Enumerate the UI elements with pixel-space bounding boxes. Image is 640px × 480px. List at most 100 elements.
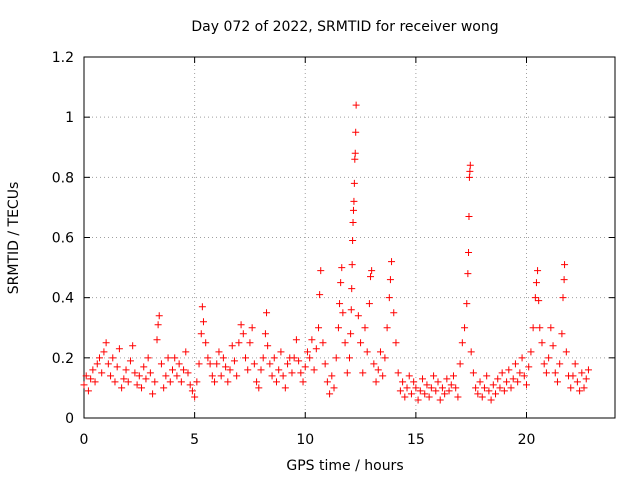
- data-point: [255, 384, 263, 392]
- data-point: [330, 384, 338, 392]
- data-point: [496, 384, 504, 392]
- data-point: [308, 336, 316, 344]
- data-point: [82, 372, 90, 380]
- data-point: [288, 369, 296, 377]
- data-point: [204, 354, 212, 362]
- data-point: [124, 378, 132, 386]
- data-point: [277, 348, 285, 356]
- data-point: [434, 378, 442, 386]
- data-point: [399, 378, 407, 386]
- data-point: [198, 303, 206, 311]
- data-point: [571, 360, 579, 368]
- data-point: [547, 324, 555, 332]
- data-point: [576, 387, 584, 395]
- data-point: [195, 360, 203, 368]
- data-point: [357, 339, 365, 347]
- data-point: [436, 396, 444, 404]
- data-point: [348, 285, 356, 293]
- x-tick-label: 0: [80, 432, 89, 448]
- data-point: [319, 339, 327, 347]
- data-point: [458, 339, 466, 347]
- data-point: [498, 369, 506, 377]
- data-point: [540, 360, 548, 368]
- data-point: [91, 378, 99, 386]
- data-point: [465, 249, 473, 257]
- data-point: [135, 372, 143, 380]
- data-point: [347, 330, 355, 338]
- y-tick-label: 0: [65, 411, 74, 427]
- data-point: [177, 378, 185, 386]
- data-point: [188, 387, 196, 395]
- data-point: [538, 339, 546, 347]
- data-point: [376, 348, 384, 356]
- data-point: [532, 279, 540, 287]
- data-point: [228, 342, 236, 350]
- data-point: [259, 354, 267, 362]
- data-point: [349, 206, 357, 214]
- data-point: [578, 369, 586, 377]
- data-point: [266, 360, 274, 368]
- data-point: [464, 270, 472, 278]
- data-point: [292, 336, 300, 344]
- data-point: [410, 378, 418, 386]
- data-point: [219, 354, 227, 362]
- data-point: [487, 396, 495, 404]
- y-tick-label: 0.2: [52, 351, 74, 367]
- data-point: [425, 393, 433, 401]
- data-point: [169, 366, 176, 374]
- data-point: [561, 261, 569, 269]
- data-point: [111, 378, 119, 386]
- data-point: [514, 378, 522, 386]
- data-point: [343, 369, 351, 377]
- data-point: [582, 375, 590, 383]
- data-point: [388, 258, 396, 266]
- data-point: [153, 336, 161, 344]
- data-point: [122, 366, 130, 374]
- data-points: [80, 101, 592, 404]
- data-point: [239, 330, 247, 338]
- data-point: [224, 378, 232, 386]
- data-point: [374, 366, 382, 374]
- data-point: [261, 330, 269, 338]
- data-point: [351, 149, 359, 157]
- x-tick-label: 5: [190, 432, 199, 448]
- data-point: [567, 384, 575, 392]
- data-point: [191, 393, 199, 401]
- data-point: [295, 357, 303, 365]
- data-point: [396, 387, 404, 395]
- data-point: [301, 363, 309, 371]
- data-point: [525, 363, 533, 371]
- data-point: [492, 390, 500, 398]
- data-point: [242, 354, 250, 362]
- data-point: [284, 360, 292, 368]
- data-point: [186, 381, 194, 389]
- data-point: [469, 369, 477, 377]
- data-point: [118, 384, 126, 392]
- data-point: [235, 339, 243, 347]
- data-point: [465, 212, 473, 220]
- data-point: [102, 339, 110, 347]
- data-point: [237, 321, 245, 329]
- data-point: [226, 366, 234, 374]
- data-point: [361, 324, 369, 332]
- data-point: [89, 366, 97, 374]
- data-point: [334, 324, 342, 332]
- data-point: [95, 354, 103, 362]
- data-point: [321, 360, 329, 368]
- data-point: [341, 339, 349, 347]
- data-point: [478, 393, 486, 401]
- data-point: [441, 390, 449, 398]
- data-point: [142, 375, 150, 383]
- data-point: [419, 375, 427, 383]
- y-tick-label: 1.2: [52, 50, 74, 66]
- data-point: [332, 354, 340, 362]
- data-point: [535, 297, 543, 305]
- data-point: [531, 294, 539, 302]
- data-point: [527, 348, 535, 356]
- data-point: [126, 357, 134, 365]
- data-point: [474, 390, 482, 398]
- data-point: [279, 372, 287, 380]
- data-point: [299, 378, 307, 386]
- data-point: [115, 345, 123, 353]
- data-point: [149, 390, 157, 398]
